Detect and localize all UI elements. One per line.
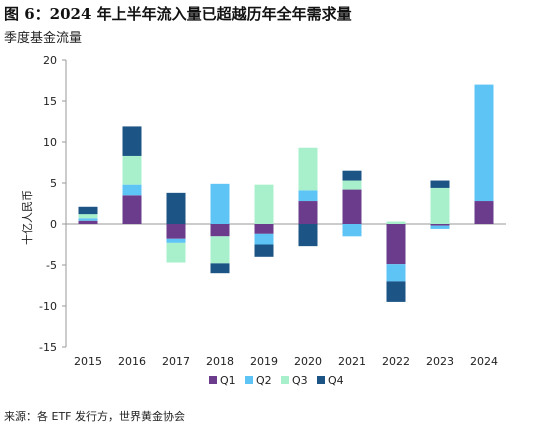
legend-label-q1: Q1 — [220, 374, 236, 387]
chart-bars — [78, 84, 494, 302]
legend-swatch-q2 — [245, 376, 253, 384]
bar-2017-q3 — [166, 242, 186, 263]
x-tick-label: 2022 — [382, 355, 410, 368]
bar-2023-q2 — [430, 225, 450, 229]
bar-2020-q2 — [298, 190, 318, 202]
legend-label-q3: Q3 — [292, 374, 308, 387]
bar-2022-q3 — [386, 221, 406, 224]
bar-2022-q4 — [386, 281, 406, 302]
bar-2017-q4 — [166, 192, 186, 224]
bar-2016-q1 — [122, 195, 142, 224]
bar-2019-q4 — [254, 244, 274, 257]
bar-2020-q3 — [298, 147, 318, 191]
bar-2018-q2 — [210, 183, 230, 224]
x-tick-label: 2018 — [206, 355, 234, 368]
bar-2023-q1 — [430, 224, 450, 226]
bar-2016-q4 — [122, 126, 142, 156]
bar-2023-q3 — [430, 187, 450, 224]
bar-2019-q3 — [254, 184, 274, 224]
y-tick-label: -5 — [46, 259, 57, 272]
x-tick-label: 2021 — [338, 355, 366, 368]
bar-2015-q4 — [78, 206, 98, 215]
bar-2017-q2 — [166, 238, 186, 243]
legend-label-q2: Q2 — [256, 374, 272, 387]
bar-2020-q4 — [298, 224, 318, 247]
bar-2016-q3 — [122, 155, 142, 185]
chart-axes: -15 -10 -5 0 5 10 15 20 十亿人民币 2015 2016 2017 2018 201… — [20, 54, 506, 368]
legend-swatch-q4 — [317, 376, 325, 384]
x-tick-label: 2023 — [426, 355, 454, 368]
bar-2019-q2 — [254, 233, 274, 245]
bar-2018-q4 — [210, 263, 230, 274]
bar-2021-q3 — [342, 180, 362, 190]
bar-2022-q2 — [386, 264, 406, 282]
bar-2022-q1 — [386, 224, 406, 265]
chart-subtitle: 季度基金流量 — [4, 31, 83, 46]
y-tick-label: -10 — [39, 300, 57, 313]
source-note: 来源：各 ETF 发行方，世界黄金协会 — [4, 410, 185, 423]
bar-2015-q3 — [78, 214, 98, 219]
y-tick-label: 20 — [43, 54, 57, 67]
bar-2021-q2 — [342, 224, 362, 237]
y-axis-label: 十亿人民币 — [20, 190, 34, 245]
y-tick-label: -15 — [39, 341, 57, 354]
bar-2023-q4 — [430, 180, 450, 188]
bar-2020-q1 — [298, 201, 318, 224]
bar-2016-q2 — [122, 184, 142, 196]
bar-2024-q2 — [474, 84, 494, 202]
x-tick-label: 2016 — [118, 355, 146, 368]
bar-2021-q4 — [342, 170, 362, 181]
bar-2015-q2 — [78, 218, 98, 221]
bar-2019-q1 — [254, 224, 274, 234]
bar-2018-q3 — [210, 236, 230, 264]
x-tick-label: 2020 — [294, 355, 322, 368]
stacked-bar-chart: -15 -10 -5 0 5 10 15 20 十亿人民币 2015 2016 2017 2018 201… — [20, 54, 506, 387]
chart-legend: Q1 Q2 Q3 Q4 — [209, 374, 344, 387]
legend-swatch-q1 — [209, 376, 217, 384]
x-tick-label: 2019 — [250, 355, 278, 368]
bar-2024-q1 — [474, 201, 494, 224]
bar-2017-q1 — [166, 224, 186, 239]
x-tick-label: 2017 — [162, 355, 190, 368]
legend-label-q4: Q4 — [328, 374, 344, 387]
y-tick-label: 0 — [50, 218, 57, 231]
legend-swatch-q3 — [281, 376, 289, 384]
y-tick-label: 10 — [43, 136, 57, 149]
chart-title: 图 6：2024 年上半年流入量已超越历年全年需求量 — [4, 5, 352, 23]
y-tick-label: 15 — [43, 95, 57, 108]
y-tick-label: 5 — [50, 177, 57, 190]
x-tick-label: 2024 — [470, 355, 498, 368]
bar-2021-q1 — [342, 189, 362, 224]
bar-2018-q1 — [210, 224, 230, 237]
bar-2015-q1 — [78, 220, 98, 224]
x-tick-label: 2015 — [74, 355, 102, 368]
